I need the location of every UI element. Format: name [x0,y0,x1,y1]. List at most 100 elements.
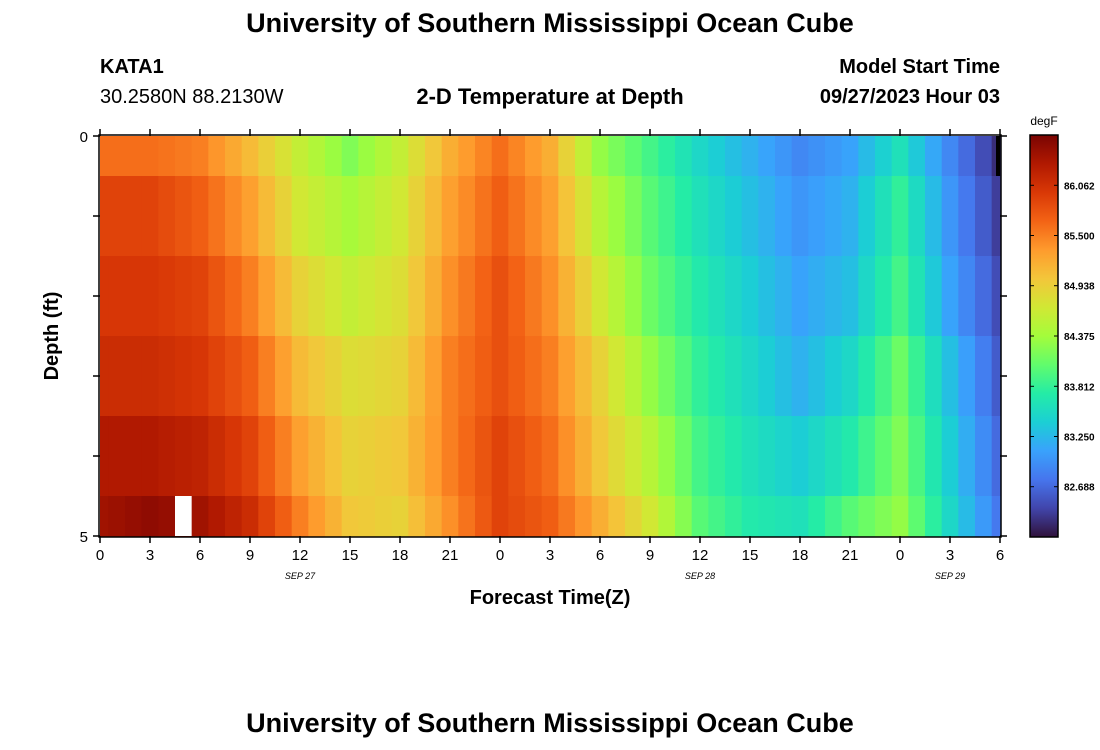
heatmap-cells [100,136,1001,537]
heatmap-cell [958,336,976,417]
colorbar-unit: degF [1030,114,1057,128]
heatmap-cell [891,336,909,417]
heatmap-cell [775,416,793,497]
heatmap-cell [158,416,176,497]
heatmap-cell [975,176,993,257]
heatmap-cell [175,256,193,337]
heatmap-cell [858,496,876,537]
x-tick-label: 6 [996,547,1004,564]
heatmap-cell [425,336,443,417]
heatmap-cell [275,256,293,337]
heatmap-cell [175,416,193,497]
heatmap-cell [958,496,976,537]
heatmap-cell [925,256,943,337]
heatmap-cell [758,256,776,337]
heatmap-cell [558,496,576,537]
heatmap-cell [575,496,593,537]
heatmap-cell [308,336,326,417]
heatmap-cell [291,256,309,337]
heatmap-cell [508,256,526,337]
heatmap-cell [691,256,709,337]
heatmap-cell [541,176,559,257]
x-tick-label: 3 [546,547,554,564]
model-start-label: Model Start Time [839,56,1000,78]
heatmap-cell [608,136,626,177]
heatmap-cell [391,336,409,417]
heatmap-cell [941,336,959,417]
heatmap-cell [258,336,276,417]
heatmap-cell [175,136,193,177]
heatmap-cell [425,256,443,337]
heatmap-cell [775,256,793,337]
heatmap-cell [875,416,893,497]
heatmap-cell [591,136,609,177]
colorbar-tick-label: 83.812 [1064,382,1095,393]
heatmap-cell [291,176,309,257]
heatmap-cell [908,336,926,417]
x-tick-label: 12 [692,547,709,564]
heatmap-cell [441,496,459,537]
colorbar-tick-label: 84.938 [1064,282,1095,293]
heatmap-cell [108,256,126,337]
heatmap-cell [708,416,726,497]
heatmap-cell [191,336,209,417]
heatmap-cell [141,496,159,537]
heatmap-cell [975,416,993,497]
heatmap-cell [125,416,143,497]
heatmap-cell [225,176,243,257]
heatmap-cell [625,336,643,417]
heatmap-cell [658,176,676,257]
heatmap-cell [925,496,943,537]
date-label: SEP 27 [285,571,316,581]
heatmap-cell [991,256,1001,337]
heatmap-cell [291,336,309,417]
heatmap-cell [691,176,709,257]
heatmap-cell [675,136,693,177]
heatmap-cell [208,416,226,497]
heatmap-cell [475,336,493,417]
heatmap-cell [375,416,393,497]
heatmap-cell [541,496,559,537]
heatmap-cell [708,176,726,257]
heatmap-cell [975,136,993,177]
heatmap-cell [191,136,209,177]
heatmap-cell [725,256,743,337]
heatmap-cell [458,256,476,337]
heatmap-cell [908,256,926,337]
heatmap-cell [475,176,493,257]
heatmap-cell [825,256,843,337]
missing-data-cell [996,136,1000,176]
heatmap-cell [508,136,526,177]
heatmap-cell [875,496,893,537]
x-tick-label: 21 [842,547,859,564]
heatmap-cell [725,136,743,177]
heatmap-cell [775,496,793,537]
heatmap-cell [958,256,976,337]
heatmap-cell [375,136,393,177]
heatmap-cell [408,416,426,497]
heatmap-cell [458,176,476,257]
heatmap-cell [358,416,376,497]
heatmap-cell [458,336,476,417]
heatmap-cell [558,256,576,337]
heatmap-cell [225,256,243,337]
heatmap-cell [775,336,793,417]
heatmap-cell [991,416,1001,497]
heatmap-cell [375,256,393,337]
heatmap-cell [100,136,109,177]
heatmap-cell [658,496,676,537]
heatmap-cell [525,176,543,257]
heatmap-cell [625,496,643,537]
heatmap-cell [808,336,826,417]
y-tick-label: 0 [80,129,88,146]
x-tick-label: 0 [496,547,504,564]
heatmap-cell [208,176,226,257]
heatmap-cell [291,496,309,537]
heatmap-cell [691,496,709,537]
heatmap-cell [308,496,326,537]
heatmap-cell [591,496,609,537]
heatmap-cell [875,336,893,417]
heatmap-cell [508,336,526,417]
heatmap-cell [225,336,243,417]
heatmap-cell [941,136,959,177]
